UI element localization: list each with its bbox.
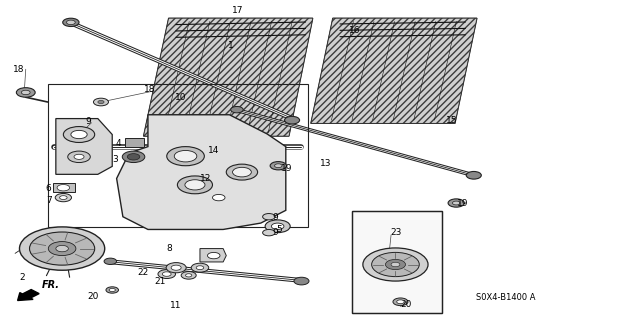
Text: S0X4-B1400 A: S0X4-B1400 A <box>475 293 535 302</box>
Text: 14: 14 <box>207 146 219 155</box>
Circle shape <box>57 185 70 191</box>
Circle shape <box>191 263 208 272</box>
Circle shape <box>230 107 243 113</box>
Circle shape <box>67 20 75 25</box>
Text: 10: 10 <box>175 93 187 102</box>
Circle shape <box>181 271 196 279</box>
Circle shape <box>171 265 181 270</box>
Circle shape <box>104 258 117 265</box>
Text: 21: 21 <box>154 277 166 286</box>
Circle shape <box>271 223 284 229</box>
Circle shape <box>453 201 460 205</box>
Text: 23: 23 <box>391 228 402 237</box>
Circle shape <box>94 98 109 106</box>
Circle shape <box>177 176 212 194</box>
Circle shape <box>60 196 67 199</box>
Polygon shape <box>311 18 477 123</box>
Circle shape <box>158 270 175 278</box>
Text: 20: 20 <box>87 292 99 301</box>
Text: 9: 9 <box>272 228 278 237</box>
Circle shape <box>270 162 286 170</box>
Text: 1: 1 <box>227 41 233 50</box>
Text: 2: 2 <box>19 273 25 282</box>
Text: FR.: FR. <box>41 280 60 290</box>
Circle shape <box>265 220 290 233</box>
Circle shape <box>48 242 76 256</box>
Text: 3: 3 <box>112 155 118 164</box>
Polygon shape <box>53 183 75 193</box>
Circle shape <box>98 100 104 104</box>
Circle shape <box>74 154 84 159</box>
Circle shape <box>274 164 282 168</box>
Circle shape <box>207 252 220 259</box>
Circle shape <box>185 180 205 190</box>
Text: 6: 6 <box>46 184 51 193</box>
Polygon shape <box>352 211 443 313</box>
Text: 11: 11 <box>170 301 182 310</box>
Text: 15: 15 <box>446 116 457 125</box>
Text: 9: 9 <box>272 213 278 222</box>
Text: 13: 13 <box>320 159 332 168</box>
Circle shape <box>21 90 30 95</box>
Text: 4: 4 <box>116 139 121 148</box>
Polygon shape <box>125 138 144 147</box>
Circle shape <box>55 194 72 202</box>
Circle shape <box>68 151 90 163</box>
Circle shape <box>185 274 192 277</box>
Circle shape <box>386 260 406 270</box>
Circle shape <box>466 172 481 179</box>
FancyArrow shape <box>18 290 39 300</box>
Circle shape <box>56 245 68 252</box>
Circle shape <box>263 229 275 236</box>
Text: 12: 12 <box>200 174 212 183</box>
Circle shape <box>109 288 116 292</box>
Polygon shape <box>144 18 313 136</box>
Text: 17: 17 <box>232 6 243 15</box>
Text: 8: 8 <box>167 244 173 253</box>
Circle shape <box>63 126 95 142</box>
Circle shape <box>19 227 105 270</box>
Text: 5: 5 <box>276 225 282 234</box>
Circle shape <box>30 232 95 265</box>
Circle shape <box>167 147 204 166</box>
Circle shape <box>122 151 145 163</box>
Text: 18: 18 <box>144 85 155 94</box>
Circle shape <box>166 263 186 273</box>
Circle shape <box>284 116 300 124</box>
Circle shape <box>397 300 404 304</box>
Circle shape <box>232 167 251 177</box>
Text: 18: 18 <box>13 65 24 74</box>
Circle shape <box>196 266 203 270</box>
Circle shape <box>391 262 400 267</box>
Polygon shape <box>200 249 226 262</box>
Circle shape <box>393 298 408 306</box>
Polygon shape <box>56 119 112 174</box>
Text: 19: 19 <box>457 199 468 208</box>
Circle shape <box>174 150 197 162</box>
Polygon shape <box>117 115 286 229</box>
Circle shape <box>294 277 309 285</box>
Circle shape <box>16 88 35 97</box>
Circle shape <box>448 199 464 207</box>
Text: 19: 19 <box>281 164 293 173</box>
Circle shape <box>363 248 428 281</box>
Text: 7: 7 <box>46 196 51 205</box>
Text: 16: 16 <box>349 27 360 36</box>
Circle shape <box>212 195 225 201</box>
Text: 22: 22 <box>138 268 149 277</box>
Circle shape <box>63 18 79 27</box>
Circle shape <box>71 130 87 139</box>
Circle shape <box>226 164 257 180</box>
Circle shape <box>163 272 171 276</box>
Circle shape <box>127 154 140 160</box>
Text: 20: 20 <box>401 300 412 309</box>
Circle shape <box>372 252 420 276</box>
Text: 9: 9 <box>85 117 91 126</box>
Circle shape <box>263 213 275 220</box>
Circle shape <box>106 287 119 293</box>
